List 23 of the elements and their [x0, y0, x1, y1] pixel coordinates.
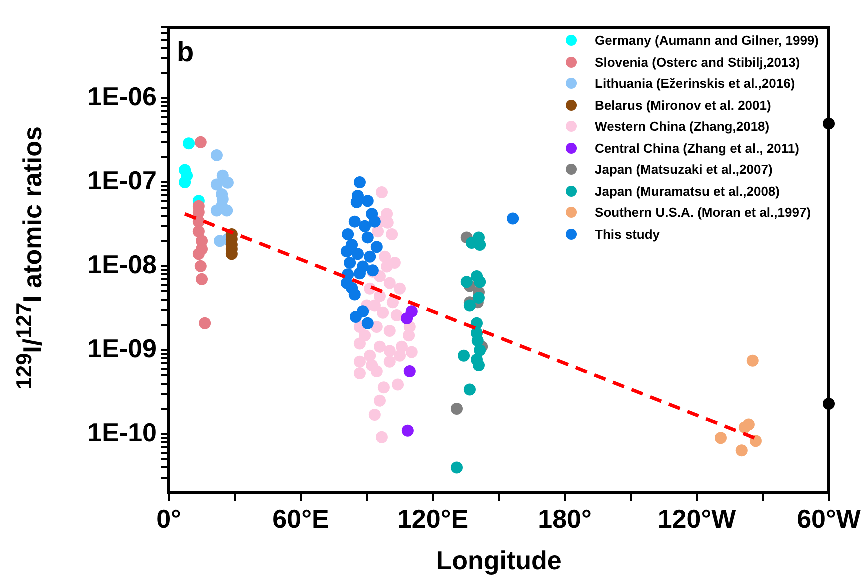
- annotation: b: [177, 36, 194, 68]
- x-tick-label: 0°: [156, 504, 182, 534]
- legend-label: Japan (Matsuzaki et al.,2007): [595, 161, 773, 179]
- x-tick-label: 120°E: [397, 504, 469, 534]
- y-tick-label: 1E-10: [88, 417, 157, 448]
- legend-label: Japan (Muramatsu et al.,2008): [595, 182, 780, 201]
- legend-label: Western China (Zhang,2018): [595, 118, 770, 136]
- y-tick-label: 1E-08: [88, 250, 157, 280]
- legend-label: Belarus (Mironov et al. 2001): [595, 96, 772, 115]
- legend-label: Central China (Zhang et al., 2011): [595, 140, 800, 158]
- legend-label: Slovenia (Osterc and Stibilj,2013): [595, 54, 800, 72]
- y-tick-label: 1E-07: [88, 166, 157, 196]
- legend-label: Germany (Aumann and Gilner, 1999): [595, 32, 819, 50]
- legend-label: This study: [595, 226, 660, 244]
- legend-label: Southern U.S.A. (Moran et al.,1997): [595, 204, 812, 222]
- x-tick-label: 120°W: [658, 504, 737, 534]
- x-tick-label: 60°W: [797, 504, 862, 534]
- y-tick-label: 1E-06: [88, 82, 157, 112]
- legend-label: Lithuania (Ežerinskis et al.,2016): [595, 75, 796, 93]
- y-tick-label: 1E-09: [88, 334, 157, 364]
- x-tick-label: 180°: [538, 504, 592, 534]
- x-axis-title: Longitude: [436, 546, 562, 576]
- x-tick-label: 60°E: [272, 504, 330, 534]
